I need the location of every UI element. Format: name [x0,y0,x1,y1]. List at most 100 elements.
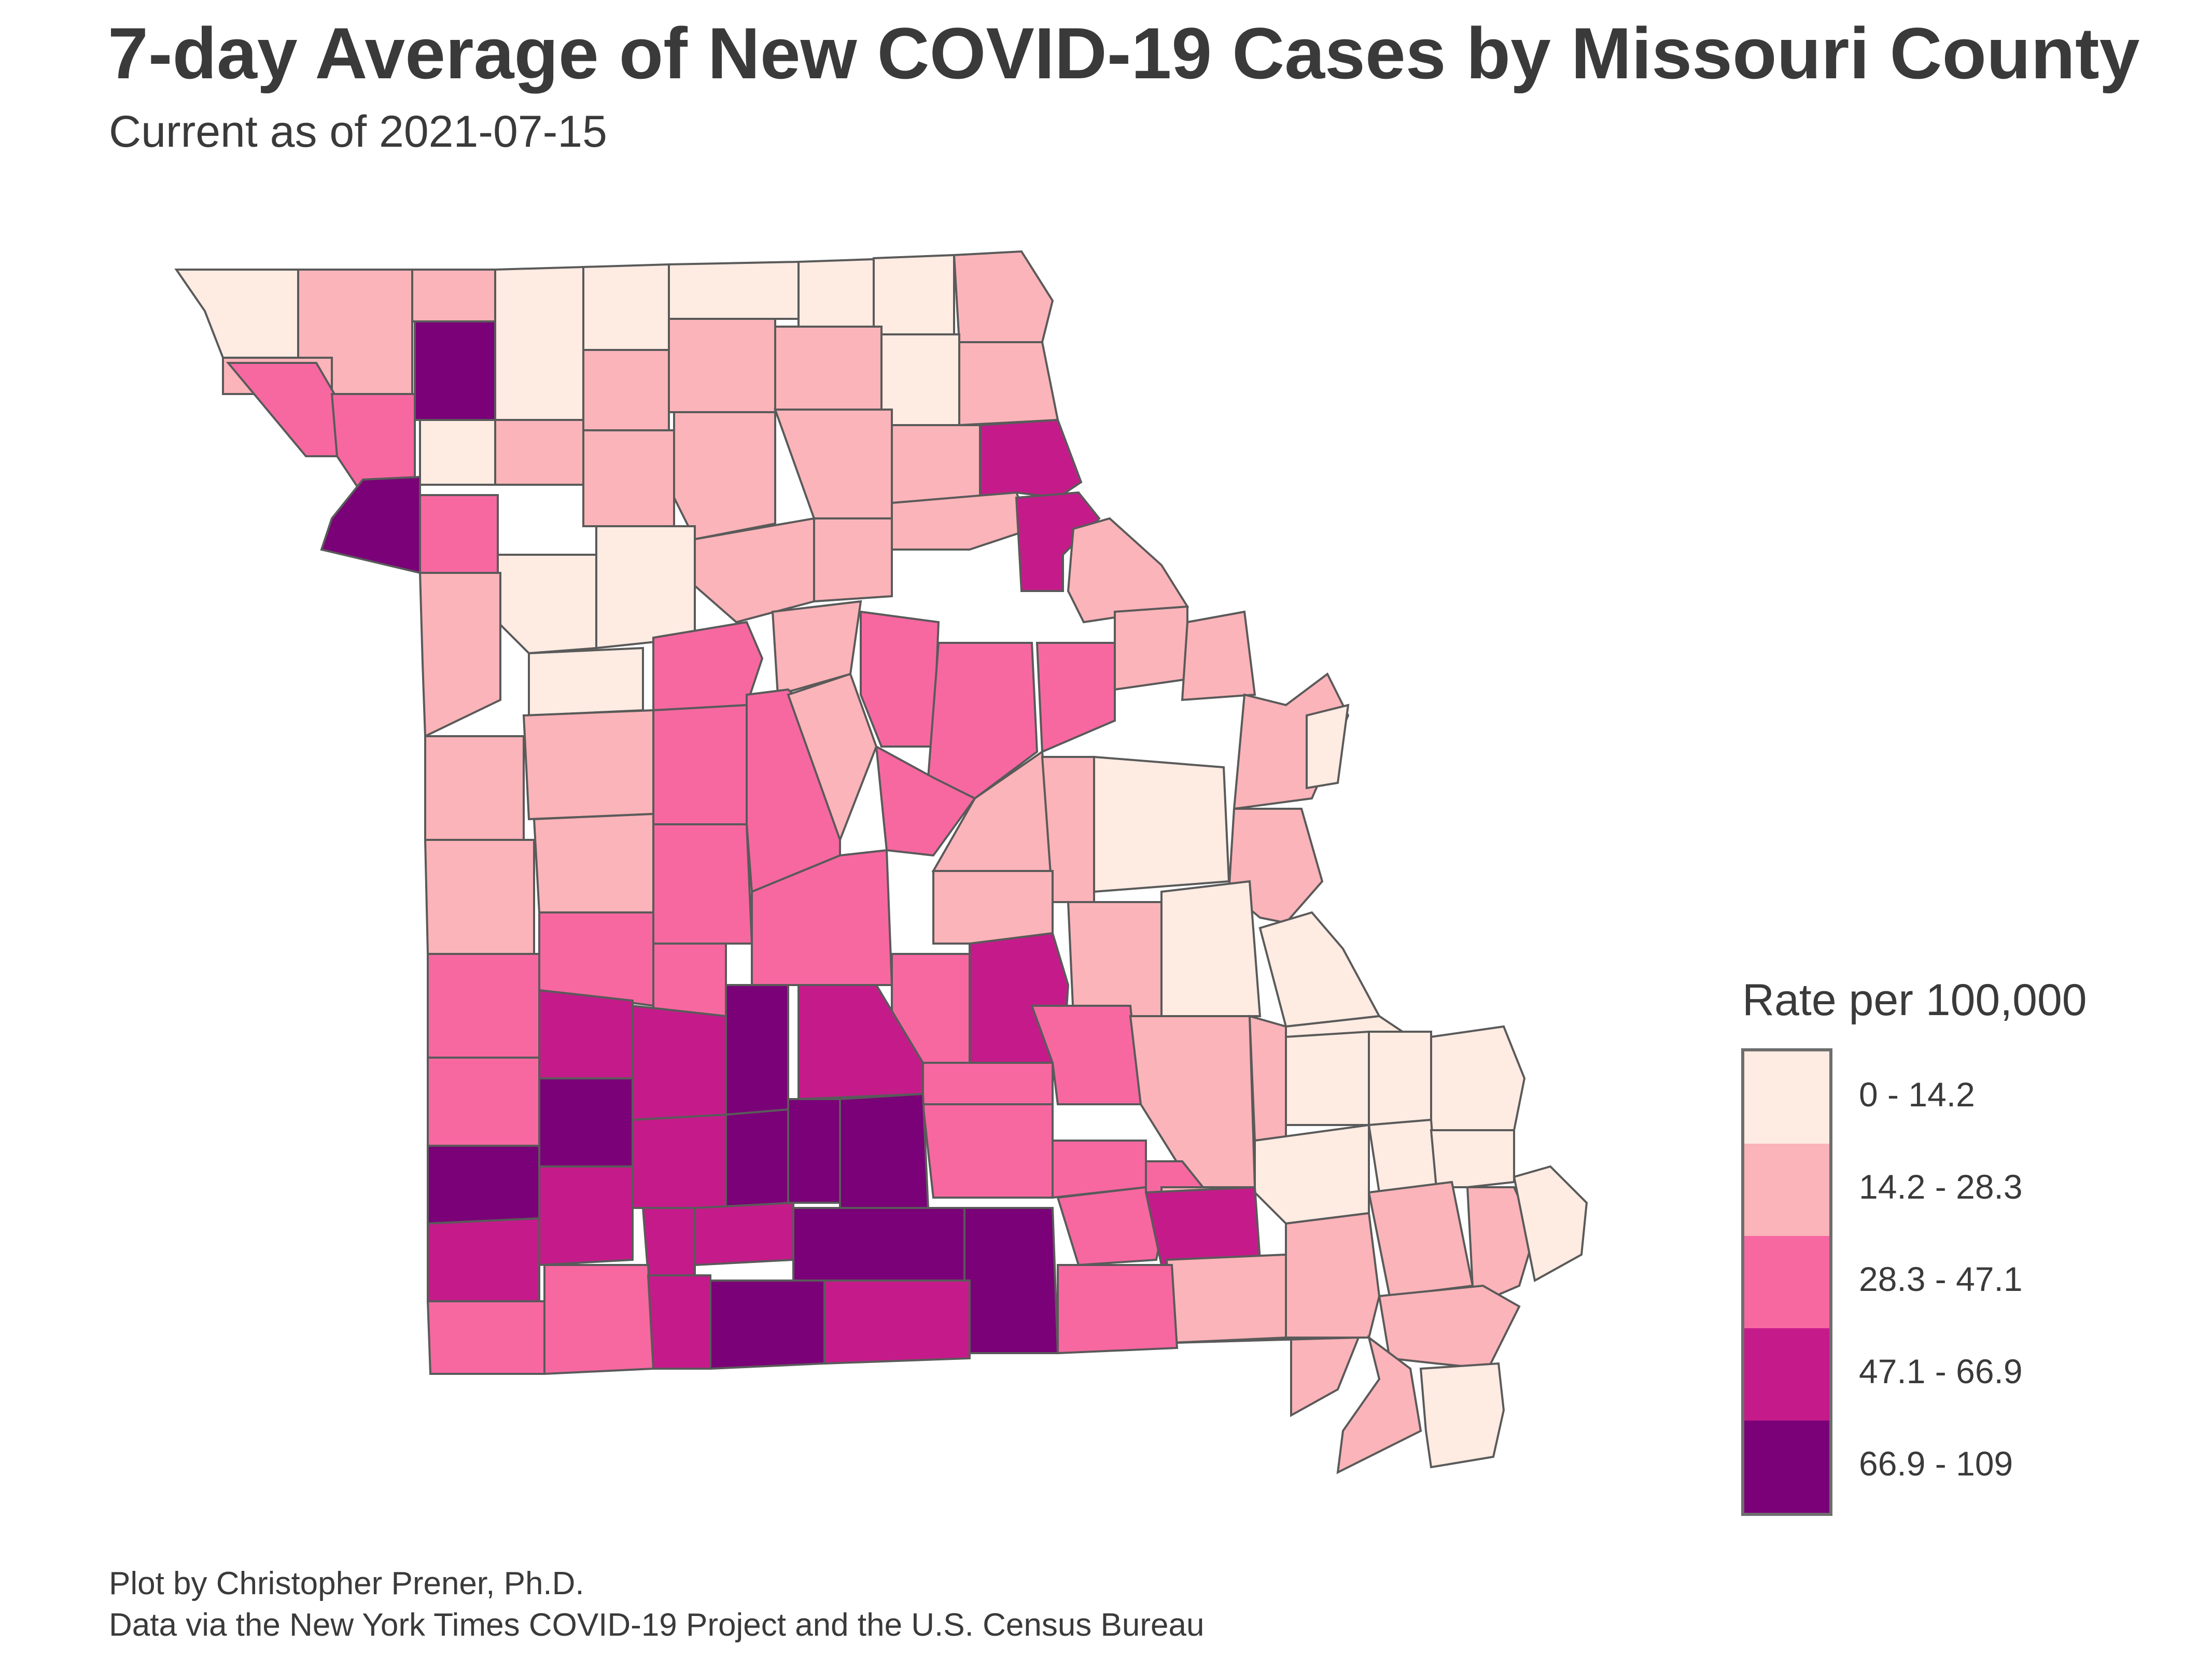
map-subtitle: Current as of 2021-07-15 [109,107,607,157]
county-polygon [414,320,496,421]
county-polygon [427,1145,540,1225]
caption-source: Data via the New York Times COVID-19 Pro… [109,1607,1205,1643]
caption-author: Plot by Christopher Prener, Ph.D. [109,1566,584,1601]
county-polygon [538,1165,634,1267]
county-polygon [813,517,893,603]
county-polygon [1035,642,1116,753]
legend-label: 28.3 - 47.1 [1859,1260,2023,1298]
county-polygon [411,269,496,322]
county-polygon [647,1274,711,1370]
county-polygon [725,1108,789,1210]
county-polygon [427,953,540,1059]
county-polygon [1419,1362,1505,1469]
county-polygon [1057,1264,1179,1355]
county-polygon [427,1217,540,1302]
legend-swatch [1744,1421,1829,1513]
county-polygon [875,744,977,857]
county-polygon [673,411,776,541]
legend-label: 47.1 - 66.9 [1859,1352,2023,1390]
county-polygon [174,269,299,359]
county-polygon [582,349,670,431]
county-polygon [494,419,584,486]
county-polygon [1513,1165,1588,1283]
legend-swatch [1744,1051,1829,1144]
county-polygon [963,1207,1059,1354]
county-polygon [1181,610,1256,701]
county-polygon [226,362,339,457]
county-polygon [668,260,800,320]
legend [1741,1048,1832,1516]
county-polygon [652,943,727,1017]
county-polygon [424,735,525,841]
county-polygon [1258,911,1381,1028]
county-polygon [543,1264,655,1375]
county-polygon [533,812,654,913]
county-polygon [839,1092,930,1209]
county-polygon [1248,1015,1287,1142]
caption: Plot by Christopher Prener, Ph.D. Data v… [109,1563,1204,1646]
county-polygon [427,1057,540,1147]
county-polygon [424,839,535,955]
county-polygon [1306,704,1350,790]
county-polygon [891,424,981,504]
legend-label: 14.2 - 28.3 [1859,1168,2023,1206]
county-polygon [880,333,960,426]
county-polygon [497,554,597,655]
county-polygon [632,1004,727,1121]
county-polygon [979,418,1083,499]
county-polygon [1144,1186,1262,1267]
county-polygon [927,642,1039,800]
county-polygon [774,326,883,411]
county-polygon [522,709,654,821]
county-polygon [1093,755,1230,893]
legend-swatch [1744,1328,1829,1421]
county-polygon [1030,1005,1142,1105]
map-title: 7-day Average of New COVID-19 Cases by M… [108,12,2140,94]
county-polygon [652,621,764,712]
county-polygon [652,823,753,945]
county-polygon [320,475,421,574]
county-polygon [1430,1129,1515,1188]
county-polygon [709,1280,825,1370]
county-polygon [1165,1253,1287,1344]
legend-swatch [1744,1236,1829,1328]
county-polygon [1114,605,1188,691]
legend-label: 66.9 - 109 [1859,1444,2013,1483]
county-polygon [1067,901,1163,1017]
county-polygon [1367,1118,1438,1194]
county-polygon [1430,1025,1526,1131]
county-polygon [582,263,670,351]
legend-label: 0 - 14.2 [1859,1075,1975,1114]
county-polygon [921,1103,1054,1199]
county-polygon [922,1062,1054,1105]
county-polygon [725,984,789,1116]
county-polygon [953,250,1054,343]
county-polygon [1177,1336,1360,1417]
county-polygon [668,318,776,413]
county-polygon [582,429,675,527]
county-polygon [823,1280,971,1365]
county-polygon [958,341,1059,427]
county-polygon [1015,491,1101,592]
county-polygon [538,989,634,1079]
county-polygon [860,610,940,748]
county-polygon [1254,1123,1370,1225]
legend-labels: 0 - 14.2 14.2 - 28.3 28.3 - 47.1 47.1 - … [1859,1048,2023,1510]
county-polygon [932,870,1054,945]
legend-title: Rate per 100,000 [1742,975,2087,1025]
county-polygon [595,525,696,650]
county-polygon [538,1077,634,1168]
county-polygon [1056,1186,1163,1267]
county-polygon [1067,517,1189,624]
county-polygon [751,849,893,986]
county-polygon [494,265,584,421]
county-polygon [632,1113,727,1209]
county-polygon [694,1201,794,1267]
county-polygon [774,409,893,519]
county-polygon [787,1098,841,1204]
county-layer [174,250,1588,1474]
county-polygon [641,1207,696,1276]
county-polygon [797,258,875,328]
county-polygon [419,419,496,486]
county-polygon [418,572,501,738]
